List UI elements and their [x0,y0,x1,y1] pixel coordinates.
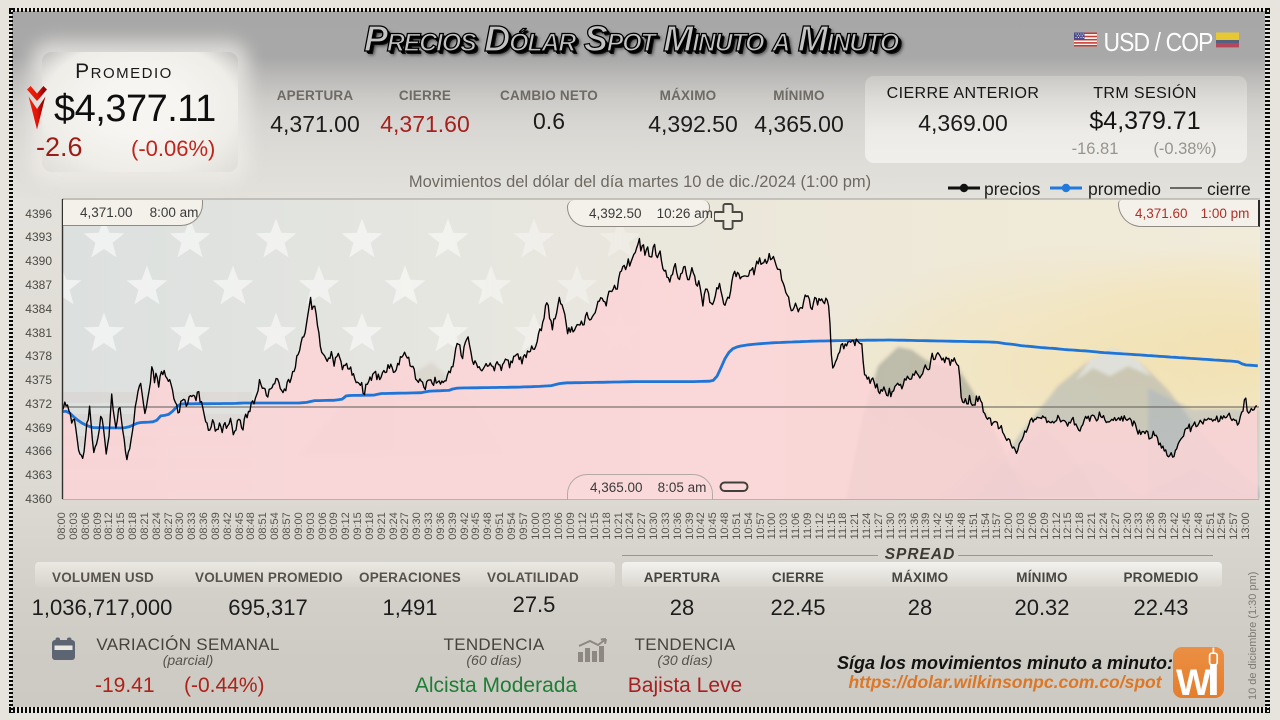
svg-text:W: W [1176,662,1211,698]
